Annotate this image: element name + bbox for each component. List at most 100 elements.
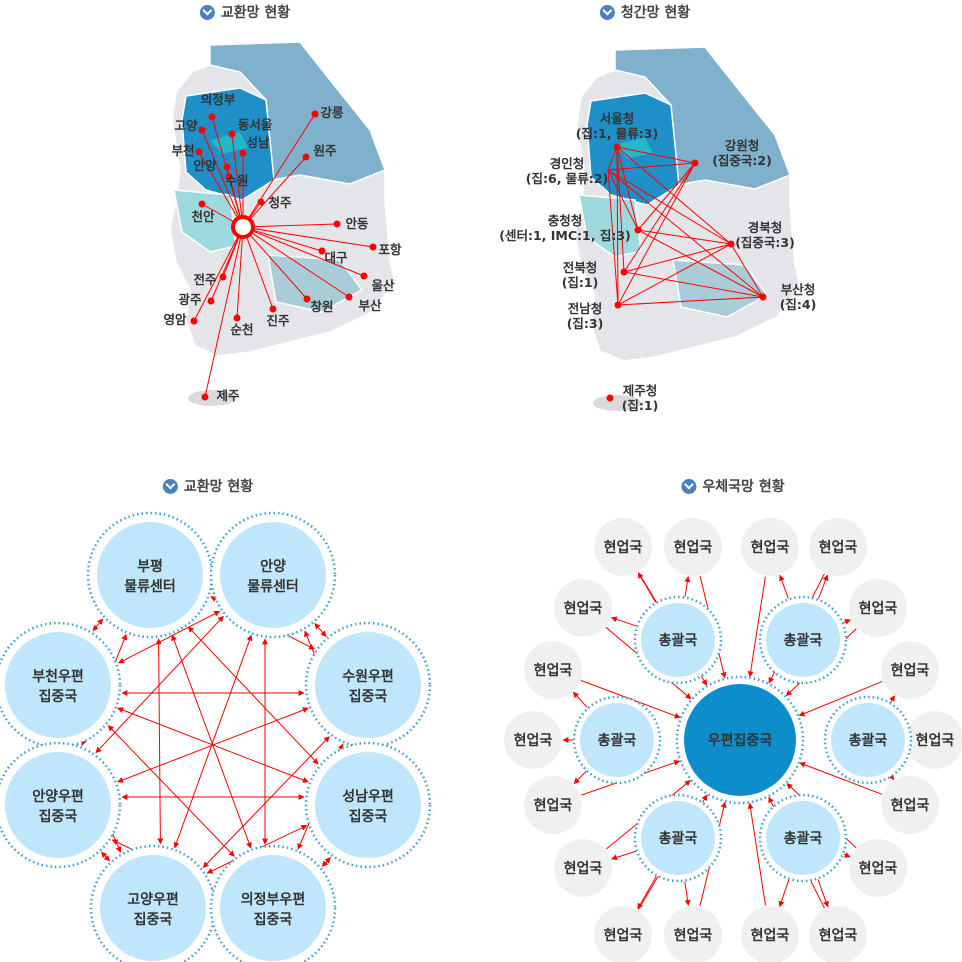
- city-dot: [225, 173, 233, 181]
- regional-link: [623, 243, 732, 273]
- leaf-node: [881, 776, 939, 834]
- title-exchange-map: 교환망 현황: [199, 2, 290, 22]
- leaf-label: 현업국: [534, 798, 573, 814]
- chevron-down-icon: [199, 4, 215, 20]
- hub-label: 총괄국: [598, 733, 637, 749]
- city-label: 천안: [191, 209, 215, 224]
- leaf-node: [741, 906, 799, 962]
- regional-link: [616, 146, 639, 231]
- leaf-label: 현업국: [751, 540, 790, 556]
- exchange-link: [242, 226, 350, 298]
- leaf-center-link: [747, 802, 766, 906]
- network-node: [5, 752, 111, 858]
- leaf-label: 현업국: [604, 928, 643, 944]
- city-dot: [311, 110, 319, 118]
- center-label: 우편집중국: [708, 732, 773, 749]
- leaf-label: 현업국: [819, 540, 858, 556]
- node-label-line2: 물류센터: [247, 579, 299, 595]
- regional-link: [607, 169, 639, 231]
- node-label-line2: 물류센터: [124, 579, 176, 595]
- city-label: 대구: [324, 250, 348, 265]
- regional-link: [616, 146, 625, 273]
- regional-link: [616, 146, 696, 164]
- network-link: [155, 638, 164, 845]
- leaf-node: [849, 839, 907, 897]
- hub-node: [580, 703, 654, 777]
- node-label-line2: 집중국: [254, 911, 293, 928]
- regional-link: [617, 243, 732, 306]
- office-detail: (집:1, 물류:3): [576, 126, 658, 141]
- hub-leaf-link: [611, 850, 637, 861]
- regional-link: [607, 169, 619, 306]
- leaf-label: 현업국: [514, 733, 553, 749]
- exchange-link: [204, 226, 244, 398]
- leaf-center-link: [799, 761, 883, 795]
- leaf-label: 현업국: [751, 928, 790, 944]
- leaf-node: [906, 711, 962, 769]
- node-label-line2: 집중국: [39, 688, 78, 705]
- hub-label: 총괄국: [784, 831, 823, 847]
- city-dot: [318, 247, 326, 255]
- city-dot: [233, 314, 241, 322]
- office-name: 충청청: [548, 213, 583, 228]
- network-node: [220, 522, 326, 628]
- office-dot: [634, 226, 642, 234]
- office-detail: (집중국:3): [735, 235, 795, 250]
- network-node: [97, 522, 203, 628]
- exchange-link: [198, 151, 244, 228]
- leaf-node: [594, 906, 652, 962]
- leaf-label: 현업국: [916, 733, 955, 749]
- regional-link: [730, 243, 764, 298]
- hub-leaf-link: [818, 574, 829, 599]
- office-dot: [620, 268, 628, 276]
- regional-link: [607, 162, 696, 171]
- leaf-label: 현업국: [534, 663, 573, 679]
- city-dot: [333, 220, 341, 228]
- city-dot: [369, 243, 377, 251]
- center-node: [684, 684, 796, 796]
- regional-link: [637, 229, 764, 298]
- city-dot: [219, 273, 227, 281]
- hub-node: [831, 703, 905, 777]
- leaf-node: [554, 839, 612, 897]
- office-dot: [606, 394, 614, 402]
- network-link: [107, 725, 235, 857]
- exchange-link: [242, 226, 308, 300]
- office-detail: (집:4): [780, 297, 817, 312]
- regional-link: [616, 146, 619, 306]
- network-link: [171, 634, 252, 849]
- city-dot: [190, 317, 198, 325]
- chevron-down-icon: [162, 478, 178, 494]
- leaf-node: [849, 579, 907, 637]
- node-label-line1: 부평: [137, 558, 163, 575]
- hub-marker: [231, 215, 255, 239]
- hub-leaf-link: [889, 695, 895, 703]
- city-label: 영암: [163, 312, 187, 327]
- leaf-node: [881, 641, 939, 699]
- city-label: 창원: [310, 299, 333, 314]
- hub-leaf-link: [843, 619, 851, 625]
- leaf-center-link: [747, 576, 766, 678]
- node-label-line2: 집중국: [349, 688, 388, 705]
- city-label: 울산: [371, 278, 395, 293]
- city-label: 원주: [313, 143, 337, 158]
- leaf-label: 현업국: [674, 928, 713, 944]
- office-dot: [759, 293, 767, 301]
- city-dot: [228, 130, 236, 138]
- city-dot: [302, 153, 310, 161]
- city-label: 부천: [171, 143, 194, 158]
- office-dot: [613, 143, 621, 151]
- hub-node: [766, 801, 840, 875]
- regional-link: [623, 162, 696, 273]
- title-exchange-network: 교환망 현황: [162, 476, 253, 496]
- leaf-label: 현업국: [819, 928, 858, 944]
- exchange-link: [201, 129, 244, 228]
- office-dot: [614, 301, 622, 309]
- office-name: 경인청: [550, 156, 585, 171]
- chevron-down-icon: [681, 478, 697, 494]
- city-label: 안동: [345, 216, 369, 231]
- office-dot: [727, 240, 735, 248]
- leaf-label: 현업국: [674, 540, 713, 556]
- hub-label: 총괄국: [784, 633, 823, 649]
- office-dot: [691, 159, 699, 167]
